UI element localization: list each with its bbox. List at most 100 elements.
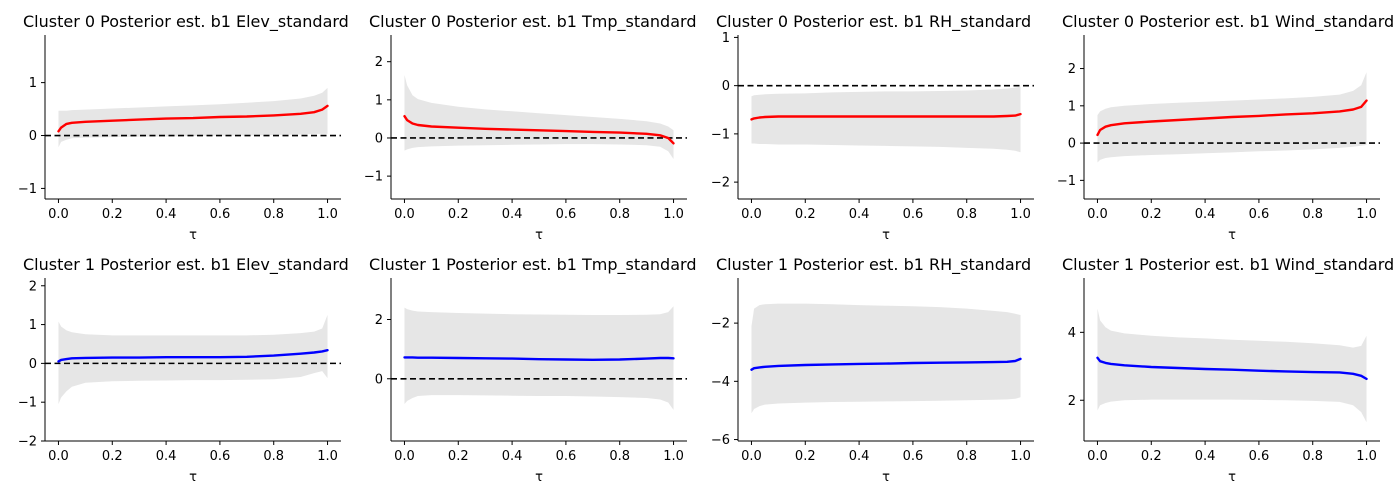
panel-0-x-tick-label: 0.0 xyxy=(48,207,69,222)
panel-3-x-tick-label: 0.8 xyxy=(1302,207,1323,222)
panel-5-x-tick-label: 1.0 xyxy=(663,449,684,464)
panel-3-x-tick-label: 0.2 xyxy=(1141,207,1162,222)
panel-6-title: Cluster 1 Posterior est. b1 RH_standard xyxy=(716,255,1031,275)
panel-2-x-tick-label: 0.6 xyxy=(903,207,924,222)
panel-5-title: Cluster 1 Posterior est. b1 Tmp_standard xyxy=(369,255,696,275)
panel-4-y-tick-label: −2 xyxy=(18,435,37,450)
panel-0-y-tick-label: −1 xyxy=(18,182,37,197)
panel-3-x-label: τ xyxy=(1228,228,1236,243)
panel-2-x-label: τ xyxy=(882,228,890,243)
panel-3-y-tick-label: 0 xyxy=(1068,137,1076,152)
panel-3-title: Cluster 0 Posterior est. b1 Wind_standar… xyxy=(1062,12,1394,32)
panel-1-y-tick-label: 0 xyxy=(375,131,383,146)
panel-3-y-tick-label: 1 xyxy=(1068,99,1076,114)
panel-1-title: Cluster 0 Posterior est. b1 Tmp_standard xyxy=(369,12,696,32)
panel-2-y-tick-label: 1 xyxy=(722,31,730,46)
panel-6-mean-line xyxy=(750,357,1022,371)
panel-2-x-tick-label: 0.4 xyxy=(849,207,870,222)
panel-6-x-tick-label: 0.4 xyxy=(849,449,870,464)
panel-1-x-tick-label: 0.0 xyxy=(394,207,415,222)
panel-7-mean-line xyxy=(1096,356,1368,381)
panel-6-x-label: τ xyxy=(882,470,890,485)
panel-0-title: Cluster 0 Posterior est. b1 Elev_standar… xyxy=(23,12,349,32)
panel-4-y-tick-label: −1 xyxy=(18,396,37,411)
panel-4-mean-line xyxy=(57,349,329,363)
panel-4-credible-band xyxy=(58,314,328,405)
panel-1-x-label: τ xyxy=(535,228,543,243)
panel-6-y-tick-label: −4 xyxy=(711,375,730,390)
panel-4-x-tick-label: 0.2 xyxy=(102,449,123,464)
panel-3-x-tick-label: 0.4 xyxy=(1195,207,1216,222)
panel-7: Cluster 1 Posterior est. b1 Wind_standar… xyxy=(1062,255,1394,485)
panel-6-y-tick-label: −6 xyxy=(711,433,730,448)
panel-5-x-tick-label: 0.6 xyxy=(556,449,577,464)
panel-3: Cluster 0 Posterior est. b1 Wind_standar… xyxy=(1057,12,1394,243)
panel-2-x-tick-label: 0.8 xyxy=(956,207,977,222)
panel-6-y-tick-label: −2 xyxy=(711,317,730,332)
panel-0-x-tick-label: 1.0 xyxy=(317,207,338,222)
panel-5-x-tick-label: 0.4 xyxy=(502,449,523,464)
panel-5-x-tick-label: 0.0 xyxy=(394,449,415,464)
panel-1-x-tick-label: 0.2 xyxy=(448,207,469,222)
panel-5-mean-line xyxy=(403,356,675,361)
panel-0-x-tick-label: 0.2 xyxy=(102,207,123,222)
panel-1: Cluster 0 Posterior est. b1 Tmp_standard… xyxy=(364,12,697,243)
panel-0-x-label: τ xyxy=(189,228,197,243)
panel-0-mean-line xyxy=(57,104,329,133)
panel-1-y-tick-label: 2 xyxy=(375,55,383,70)
panel-4-x-label: τ xyxy=(189,470,197,485)
panel-1-mean-line xyxy=(403,114,675,145)
panel-7-title: Cluster 1 Posterior est. b1 Wind_standar… xyxy=(1062,255,1394,275)
panel-7-x-tick-label: 0.0 xyxy=(1087,449,1108,464)
panel-2-x-tick-label: 1.0 xyxy=(1010,207,1031,222)
panel-5-x-label: τ xyxy=(535,470,543,485)
panel-4-y-tick-label: 0 xyxy=(29,357,37,372)
panel-4-y-tick-label: 2 xyxy=(29,279,37,294)
panel-0-y-tick-label: 1 xyxy=(29,76,37,91)
panel-5-y-tick-label: 2 xyxy=(375,313,383,328)
panel-4-x-tick-label: 0.8 xyxy=(263,449,284,464)
panel-4-title: Cluster 1 Posterior est. b1 Elev_standar… xyxy=(23,255,349,275)
panel-2-x-tick-label: 0.2 xyxy=(795,207,816,222)
panel-7-x-tick-label: 0.4 xyxy=(1195,449,1216,464)
panel-6-x-tick-label: 0.2 xyxy=(795,449,816,464)
panel-6: Cluster 1 Posterior est. b1 RH_standard 0… xyxy=(711,255,1034,485)
panel-7-x-tick-label: 0.2 xyxy=(1141,449,1162,464)
panel-5: Cluster 1 Posterior est. b1 Tmp_standard… xyxy=(369,255,696,485)
panel-1-y-tick-label: 1 xyxy=(375,93,383,108)
panel-2: Cluster 0 Posterior est. b1 RH_standard 0… xyxy=(711,12,1034,243)
panel-7-y-tick-label: 4 xyxy=(1068,326,1076,341)
panel-3-mean-line xyxy=(1096,99,1368,137)
panel-1-y-tick-label: −1 xyxy=(364,170,383,185)
panel-2-credible-band xyxy=(751,86,1021,153)
panel-2-title: Cluster 0 Posterior est. b1 RH_standard xyxy=(716,12,1031,32)
panel-0-x-tick-label: 0.6 xyxy=(210,207,231,222)
panel-1-x-tick-label: 1.0 xyxy=(663,207,684,222)
panel-7-x-tick-label: 0.6 xyxy=(1249,449,1270,464)
panel-3-x-tick-label: 0.6 xyxy=(1249,207,1270,222)
panel-7-x-tick-label: 0.8 xyxy=(1302,449,1323,464)
panel-6-x-tick-label: 1.0 xyxy=(1010,449,1031,464)
panel-1-x-tick-label: 0.4 xyxy=(502,207,523,222)
panel-6-credible-band xyxy=(751,303,1021,414)
panel-4-x-tick-label: 0.4 xyxy=(156,449,177,464)
panel-0: Cluster 0 Posterior est. b1 Elev_standar… xyxy=(18,12,349,243)
panel-6-x-tick-label: 0.8 xyxy=(956,449,977,464)
panel-2-y-tick-label: −1 xyxy=(711,127,730,142)
panel-2-mean-line xyxy=(750,112,1022,121)
panel-3-x-tick-label: 0.0 xyxy=(1087,207,1108,222)
panel-4-y-tick-label: 1 xyxy=(29,318,37,333)
panel-2-y-tick-label: 0 xyxy=(722,79,730,94)
panel-5-x-tick-label: 0.2 xyxy=(448,449,469,464)
panel-6-x-tick-label: 0.0 xyxy=(741,449,762,464)
panel-6-x-tick-label: 0.6 xyxy=(903,449,924,464)
panel-3-y-tick-label: 2 xyxy=(1068,62,1076,77)
panel-0-y-tick-label: 0 xyxy=(29,129,37,144)
panel-5-y-tick-label: 0 xyxy=(375,372,383,387)
panel-4-x-tick-label: 0.6 xyxy=(210,449,231,464)
panel-7-y-tick-label: 2 xyxy=(1068,394,1076,409)
panel-3-x-tick-label: 1.0 xyxy=(1356,207,1377,222)
panel-4: Cluster 1 Posterior est. b1 Elev_standar… xyxy=(18,255,349,485)
